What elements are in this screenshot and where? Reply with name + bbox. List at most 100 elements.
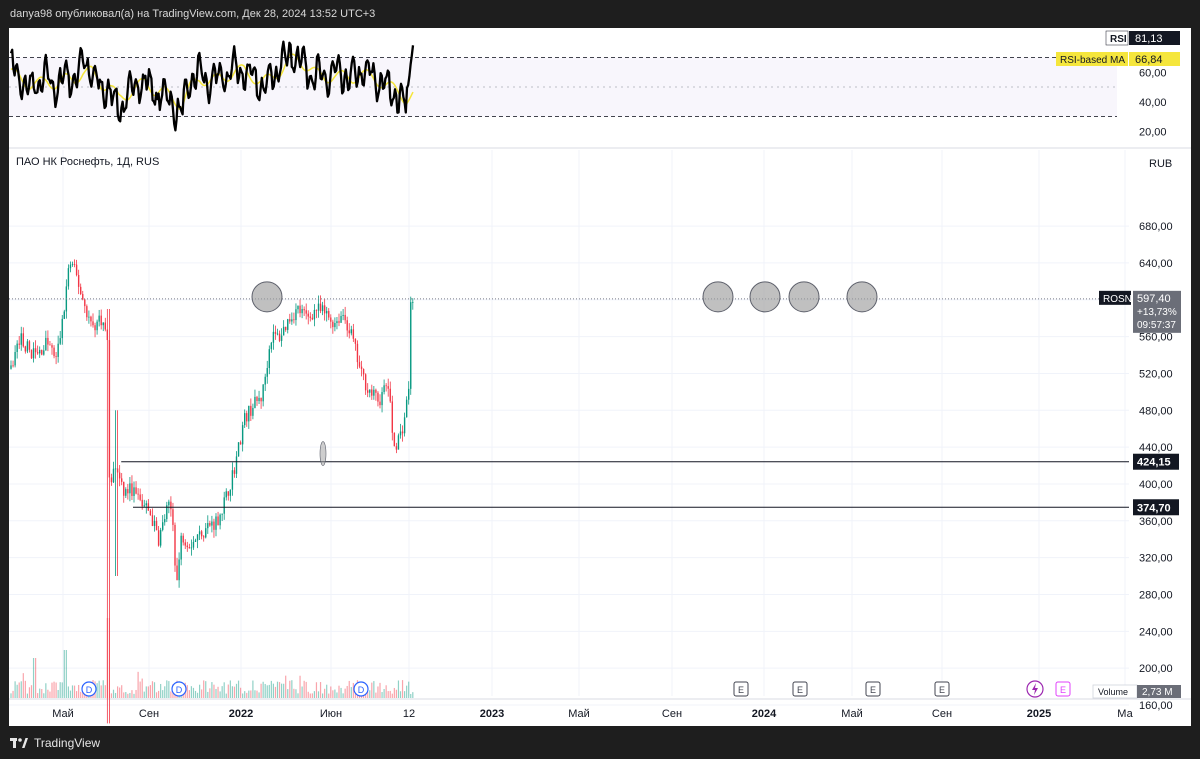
- candle-body: [383, 385, 385, 393]
- earnings-marker-label: E: [939, 685, 945, 695]
- candle-body: [305, 310, 307, 314]
- candle-body: [184, 542, 186, 546]
- candle-body: [84, 299, 86, 307]
- candle-body: [223, 497, 225, 514]
- candle-body: [393, 432, 396, 447]
- candle-body: [309, 316, 311, 318]
- volume-bar: [305, 681, 307, 698]
- time-tick-label: Май: [568, 708, 590, 720]
- candle-body: [63, 311, 65, 319]
- candle-body: [143, 505, 145, 507]
- candle-body: [401, 431, 404, 434]
- candle-body: [135, 487, 137, 494]
- volume-bar: [201, 689, 203, 698]
- price-tick-label: 280,00: [1139, 589, 1173, 601]
- volume-bar: [330, 686, 332, 698]
- candle-body: [43, 350, 45, 355]
- earnings-marker: [934, 681, 950, 697]
- candle-body: [321, 305, 324, 312]
- candle-body: [96, 321, 98, 331]
- volume-bar: [311, 693, 313, 698]
- candle-body: [307, 313, 309, 317]
- volume-bar: [387, 691, 389, 698]
- volume-bar: [188, 690, 190, 698]
- candle-body: [391, 401, 393, 433]
- volume-bar: [285, 675, 287, 698]
- price-tick-label: 200,00: [1139, 663, 1173, 675]
- volume-bar: [276, 681, 279, 698]
- price-change: +13,73%: [1137, 307, 1177, 318]
- candle-body: [82, 294, 84, 300]
- candle-body: [114, 468, 117, 470]
- chart-svg[interactable]: 60,00 40,00 20,00 RSI 81,13 RSI-based MA 66,8…: [9, 28, 1191, 726]
- tradingview-logo[interactable]: TradingView: [10, 733, 100, 753]
- candle-body: [213, 521, 215, 530]
- chart-container[interactable]: 60,00 40,00 20,00 RSI 81,13 RSI-based MA 66,8…: [9, 28, 1191, 726]
- price-tick-label: 240,00: [1139, 626, 1173, 638]
- candle-body: [94, 325, 96, 331]
- volume-bar: [137, 671, 139, 698]
- candle-body: [403, 417, 406, 434]
- volume-bar: [71, 685, 74, 698]
- volume-bar: [297, 693, 299, 698]
- volume-bar: [219, 691, 221, 698]
- candle-body: [133, 487, 135, 496]
- candle-body: [196, 534, 199, 541]
- volume-bar: [397, 680, 400, 698]
- candle-body: [75, 264, 78, 276]
- volume-bar: [127, 693, 129, 698]
- rsi-tick-label: 60,00: [1139, 67, 1167, 79]
- volume-bar: [153, 682, 156, 698]
- candle-body: [127, 489, 129, 494]
- volume-bar: [215, 688, 217, 698]
- volume-bar: [162, 690, 164, 698]
- volume-bar: [41, 689, 43, 698]
- dividend-marker: [81, 681, 97, 697]
- volume-bar: [326, 684, 328, 698]
- volume-bar: [319, 682, 322, 698]
- volume-bar: [63, 650, 65, 698]
- volume-bar: [160, 683, 162, 698]
- price-tick-label: 480,00: [1139, 405, 1173, 417]
- candle-body: [57, 343, 59, 357]
- volume-bar: [190, 686, 192, 698]
- candle-body: [274, 331, 277, 334]
- volume-bar: [51, 682, 53, 698]
- candle-body: [285, 326, 287, 330]
- candle-body: [215, 516, 217, 530]
- volume-bar: [129, 692, 131, 698]
- rsi-pane[interactable]: 60,00 40,00 20,00 RSI 81,13 RSI-based MA 66,8…: [9, 30, 1191, 149]
- volume-bars: [10, 618, 414, 698]
- candle-body: [375, 389, 377, 393]
- volume-bar: [303, 680, 305, 698]
- candle-body: [116, 468, 119, 473]
- volume-bar: [37, 693, 39, 698]
- volume-bar: [408, 681, 410, 698]
- price-tick-label: 360,00: [1139, 516, 1173, 528]
- volume-bar: [334, 689, 336, 698]
- lightning-icon: [1032, 683, 1038, 695]
- candle-body: [47, 337, 49, 345]
- volume-bar: [149, 685, 151, 698]
- volume-bar: [317, 691, 320, 698]
- candle-body: [164, 519, 166, 523]
- horizontal-levels[interactable]: [9, 298, 1129, 508]
- candle-body: [205, 528, 207, 538]
- candle-body: [182, 535, 184, 543]
- candle-body: [317, 303, 320, 311]
- level-label: 374,70: [1137, 502, 1171, 514]
- price-pane[interactable]: 680,00640,00600,00560,00520,00480,00440,…: [9, 150, 1191, 724]
- candle-body: [145, 503, 147, 506]
- candle-body: [129, 483, 131, 494]
- rsi-ma-value: 66,84: [1135, 54, 1163, 66]
- volume-bar: [221, 686, 223, 698]
- volume-bar: [24, 680, 26, 698]
- candle-body: [10, 365, 12, 369]
- candle-body: [282, 326, 285, 336]
- candle-body: [231, 470, 234, 490]
- volume-bar: [110, 693, 113, 698]
- candle-body: [412, 302, 414, 303]
- symbol-label-box: [1099, 290, 1131, 305]
- candle-body: [53, 347, 55, 357]
